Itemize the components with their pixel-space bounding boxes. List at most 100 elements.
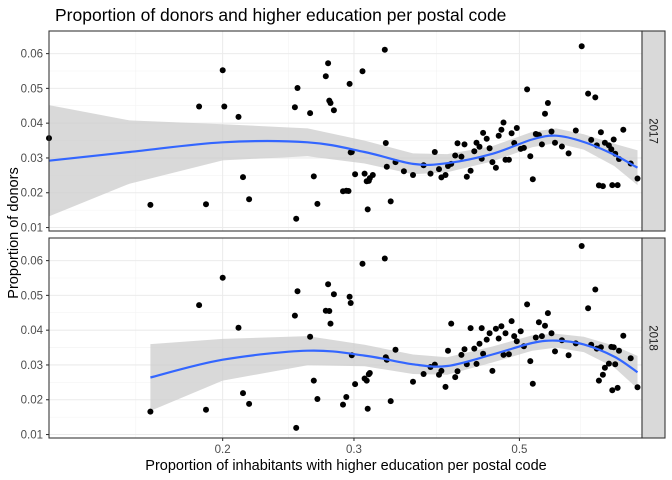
data-point — [527, 358, 534, 365]
smooth-trend-line — [150, 339, 639, 379]
data-point — [203, 406, 209, 413]
data-point — [442, 172, 449, 178]
data-point — [535, 319, 542, 326]
data-point — [314, 396, 321, 402]
data-point — [513, 125, 520, 131]
data-point — [478, 325, 485, 332]
data-point — [240, 174, 246, 181]
data-point — [364, 405, 371, 412]
data-point — [476, 143, 483, 150]
data-point — [147, 408, 154, 415]
data-point — [489, 159, 496, 166]
data-point — [614, 384, 621, 391]
data-point — [346, 293, 353, 300]
data-point — [544, 100, 551, 106]
data-point — [363, 377, 370, 384]
data-point — [597, 129, 604, 136]
data-point — [359, 68, 366, 75]
y-axis-title: Proportion of donors — [6, 167, 22, 298]
data-point — [467, 167, 474, 174]
data-point — [483, 336, 490, 343]
data-point — [620, 126, 627, 133]
data-point — [196, 103, 203, 110]
data-point — [612, 361, 619, 368]
data-point — [565, 150, 572, 157]
data-point — [585, 305, 592, 312]
data-point — [345, 188, 352, 194]
data-point — [609, 387, 616, 394]
data-point — [609, 182, 616, 189]
data-point — [500, 351, 507, 358]
data-point — [480, 350, 487, 357]
data-point — [461, 141, 468, 148]
data-point — [532, 334, 539, 341]
data-point — [294, 288, 301, 295]
data-point — [595, 377, 602, 384]
data-point — [552, 139, 558, 146]
data-point — [505, 351, 512, 358]
data-point — [381, 46, 388, 53]
data-point — [458, 153, 465, 160]
x-tick-label: 0.2 — [215, 444, 231, 456]
data-point — [346, 80, 353, 87]
data-point — [614, 182, 621, 189]
data-point — [291, 312, 298, 319]
data-point — [483, 135, 490, 142]
data-point — [610, 344, 617, 351]
data-point — [524, 301, 531, 308]
data-point — [489, 367, 496, 374]
data-point — [219, 67, 226, 74]
data-point — [592, 286, 599, 293]
x-tick-label: 0.5 — [511, 444, 527, 456]
data-point — [486, 145, 493, 152]
data-point — [219, 274, 226, 281]
data-point — [513, 338, 520, 345]
data-point — [495, 335, 502, 342]
data-point — [500, 119, 507, 126]
data-point — [548, 330, 555, 337]
smooth-trend-line — [48, 134, 639, 169]
data-point — [578, 43, 585, 50]
data-point — [147, 201, 154, 208]
y-tick-label: 0.02 — [21, 395, 43, 407]
data-point — [463, 173, 470, 180]
y-tick-label: 0.03 — [21, 153, 43, 165]
data-point — [511, 333, 518, 340]
data-point — [454, 140, 461, 147]
data-point — [352, 381, 359, 388]
data-point — [361, 170, 368, 177]
confidence-ribbon — [49, 105, 638, 217]
data-point — [448, 320, 455, 327]
data-point — [322, 73, 329, 80]
data-point — [498, 323, 505, 330]
data-point — [366, 370, 373, 376]
data-point — [400, 168, 407, 175]
data-point — [293, 424, 300, 431]
data-point — [627, 355, 634, 362]
data-point — [599, 183, 606, 190]
data-point — [196, 302, 203, 309]
data-point — [452, 152, 459, 159]
data-point — [452, 374, 459, 381]
data-point — [294, 85, 301, 91]
data-point — [458, 351, 465, 358]
data-point — [454, 368, 461, 375]
facet-label: 2017 — [647, 118, 659, 144]
y-tick-label: 0.01 — [21, 430, 43, 442]
data-point — [343, 394, 350, 400]
data-point — [431, 149, 438, 155]
data-point — [471, 345, 478, 352]
data-point — [392, 346, 399, 353]
y-tick-label: 0.01 — [21, 223, 43, 235]
data-point — [291, 104, 298, 111]
chart-title: Proportion of donors and higher educatio… — [55, 5, 506, 25]
data-point — [508, 318, 515, 325]
data-point — [608, 146, 615, 153]
data-point — [327, 100, 334, 106]
data-point — [420, 371, 427, 377]
data-point — [520, 144, 527, 151]
data-point — [381, 255, 388, 262]
data-point — [588, 136, 595, 143]
data-point — [310, 377, 317, 384]
data-point — [461, 346, 468, 353]
